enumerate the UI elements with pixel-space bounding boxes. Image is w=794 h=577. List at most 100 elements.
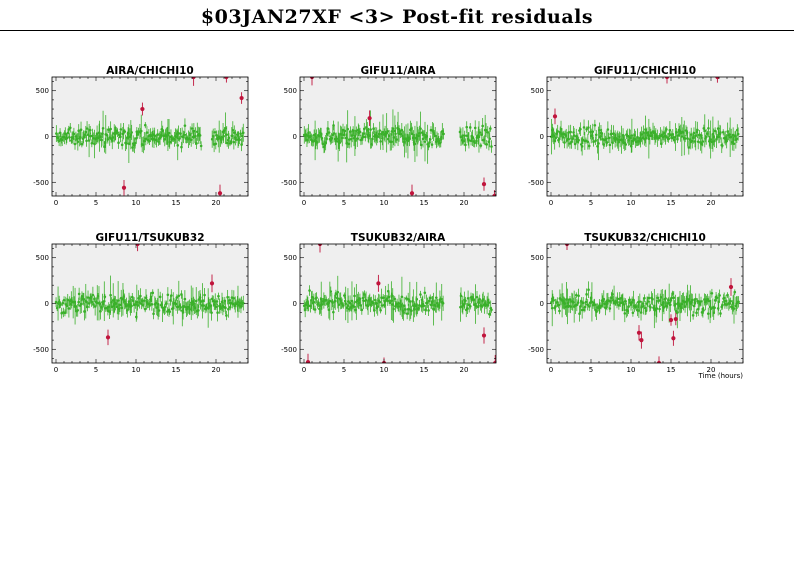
residual-point [364, 298, 368, 302]
residual-point [119, 135, 122, 139]
residual-point [665, 304, 668, 308]
residual-point [703, 129, 707, 133]
residual-point [59, 303, 62, 307]
outlier-point [552, 114, 558, 119]
residual-point [569, 130, 572, 134]
panel-title: GIFU11/TSUKUB32 [95, 232, 204, 244]
residual-point [611, 141, 614, 145]
residual-point [227, 136, 231, 140]
y-tick-label: 0 [293, 300, 297, 308]
residual-point [120, 306, 124, 310]
outlier-point [121, 185, 127, 190]
outlier-point [728, 284, 734, 290]
residual-point [174, 302, 178, 306]
residual-point [381, 130, 385, 134]
residual-point [381, 296, 385, 300]
residual-point [177, 294, 181, 298]
residual-point [353, 294, 356, 298]
residual-point [219, 306, 223, 310]
residual-point [85, 127, 89, 130]
outlier-point [481, 182, 487, 187]
residual-point [215, 300, 219, 303]
residual-point [432, 307, 435, 311]
residual-point [373, 308, 376, 312]
residual-point [190, 127, 194, 130]
residual-point [637, 309, 641, 312]
residual-point [732, 142, 736, 146]
x-tick-label: 0 [302, 199, 306, 207]
residual-point [550, 306, 554, 310]
residual-point [583, 305, 587, 309]
residual-point [707, 299, 711, 303]
residual-point [701, 140, 705, 143]
residual-point [643, 296, 646, 300]
outlier-point [673, 316, 678, 322]
residual-point [419, 127, 422, 130]
residual-point [90, 300, 93, 304]
residual-point [713, 139, 716, 143]
residual-point [335, 296, 339, 300]
residual-point [737, 300, 740, 304]
residual-point [579, 305, 582, 308]
residual-point [664, 134, 667, 138]
residual-point [680, 135, 684, 138]
y-tick-label: 0 [45, 300, 49, 308]
y-tick-label: -500 [528, 179, 544, 187]
residual-point [372, 127, 375, 131]
residual-point [459, 294, 463, 298]
residual-point [441, 130, 444, 133]
residual-point [379, 308, 382, 312]
residual-point [143, 139, 146, 143]
residual-point [224, 126, 227, 130]
residual-point [176, 144, 180, 147]
x-tick-label: 20 [707, 366, 716, 374]
residual-point [659, 295, 663, 299]
residual-point [468, 126, 472, 129]
page-title: $03JAN27XF <3> Post-fit residuals [200, 6, 594, 28]
residual-point [590, 300, 594, 304]
outlier-point [209, 281, 215, 286]
residual-point [557, 303, 560, 307]
residual-point [672, 296, 676, 300]
residual-point [480, 133, 484, 137]
x-tick-label: 5 [342, 199, 346, 207]
residual-point [108, 310, 111, 313]
x-tick-label: 5 [94, 366, 98, 374]
outlier-point [305, 359, 311, 363]
residual-point [197, 309, 200, 312]
residual-point [80, 142, 84, 146]
residual-point [155, 139, 158, 142]
residual-point [87, 139, 91, 142]
residual-point [120, 143, 124, 147]
residual-point [73, 142, 77, 146]
residual-point [459, 135, 463, 139]
residual-point [702, 308, 705, 312]
residual-point [213, 130, 217, 134]
residual-point [686, 137, 689, 140]
residual-point [729, 135, 733, 139]
residual-point [97, 131, 101, 134]
residual-point [716, 127, 720, 130]
residual-point [466, 297, 470, 300]
residual-point [567, 137, 570, 141]
residual-point [435, 140, 438, 143]
residual-point [635, 305, 638, 308]
residual-point [103, 141, 107, 145]
residual-point [130, 131, 133, 134]
residual-point [591, 130, 595, 133]
residual-point [565, 298, 568, 301]
residual-point [199, 144, 203, 148]
residual-point [630, 134, 634, 137]
residual-point [343, 129, 347, 133]
residual-point [405, 312, 409, 315]
residual-point [729, 299, 732, 303]
outlier-point [492, 193, 496, 196]
residual-point [427, 309, 430, 312]
residual-point [77, 300, 80, 304]
residual-point [144, 137, 148, 141]
residual-point [361, 296, 365, 300]
residual-point [234, 138, 238, 141]
residual-point [691, 314, 695, 317]
residual-point [717, 135, 721, 138]
x-tick-label: 15 [420, 199, 429, 207]
